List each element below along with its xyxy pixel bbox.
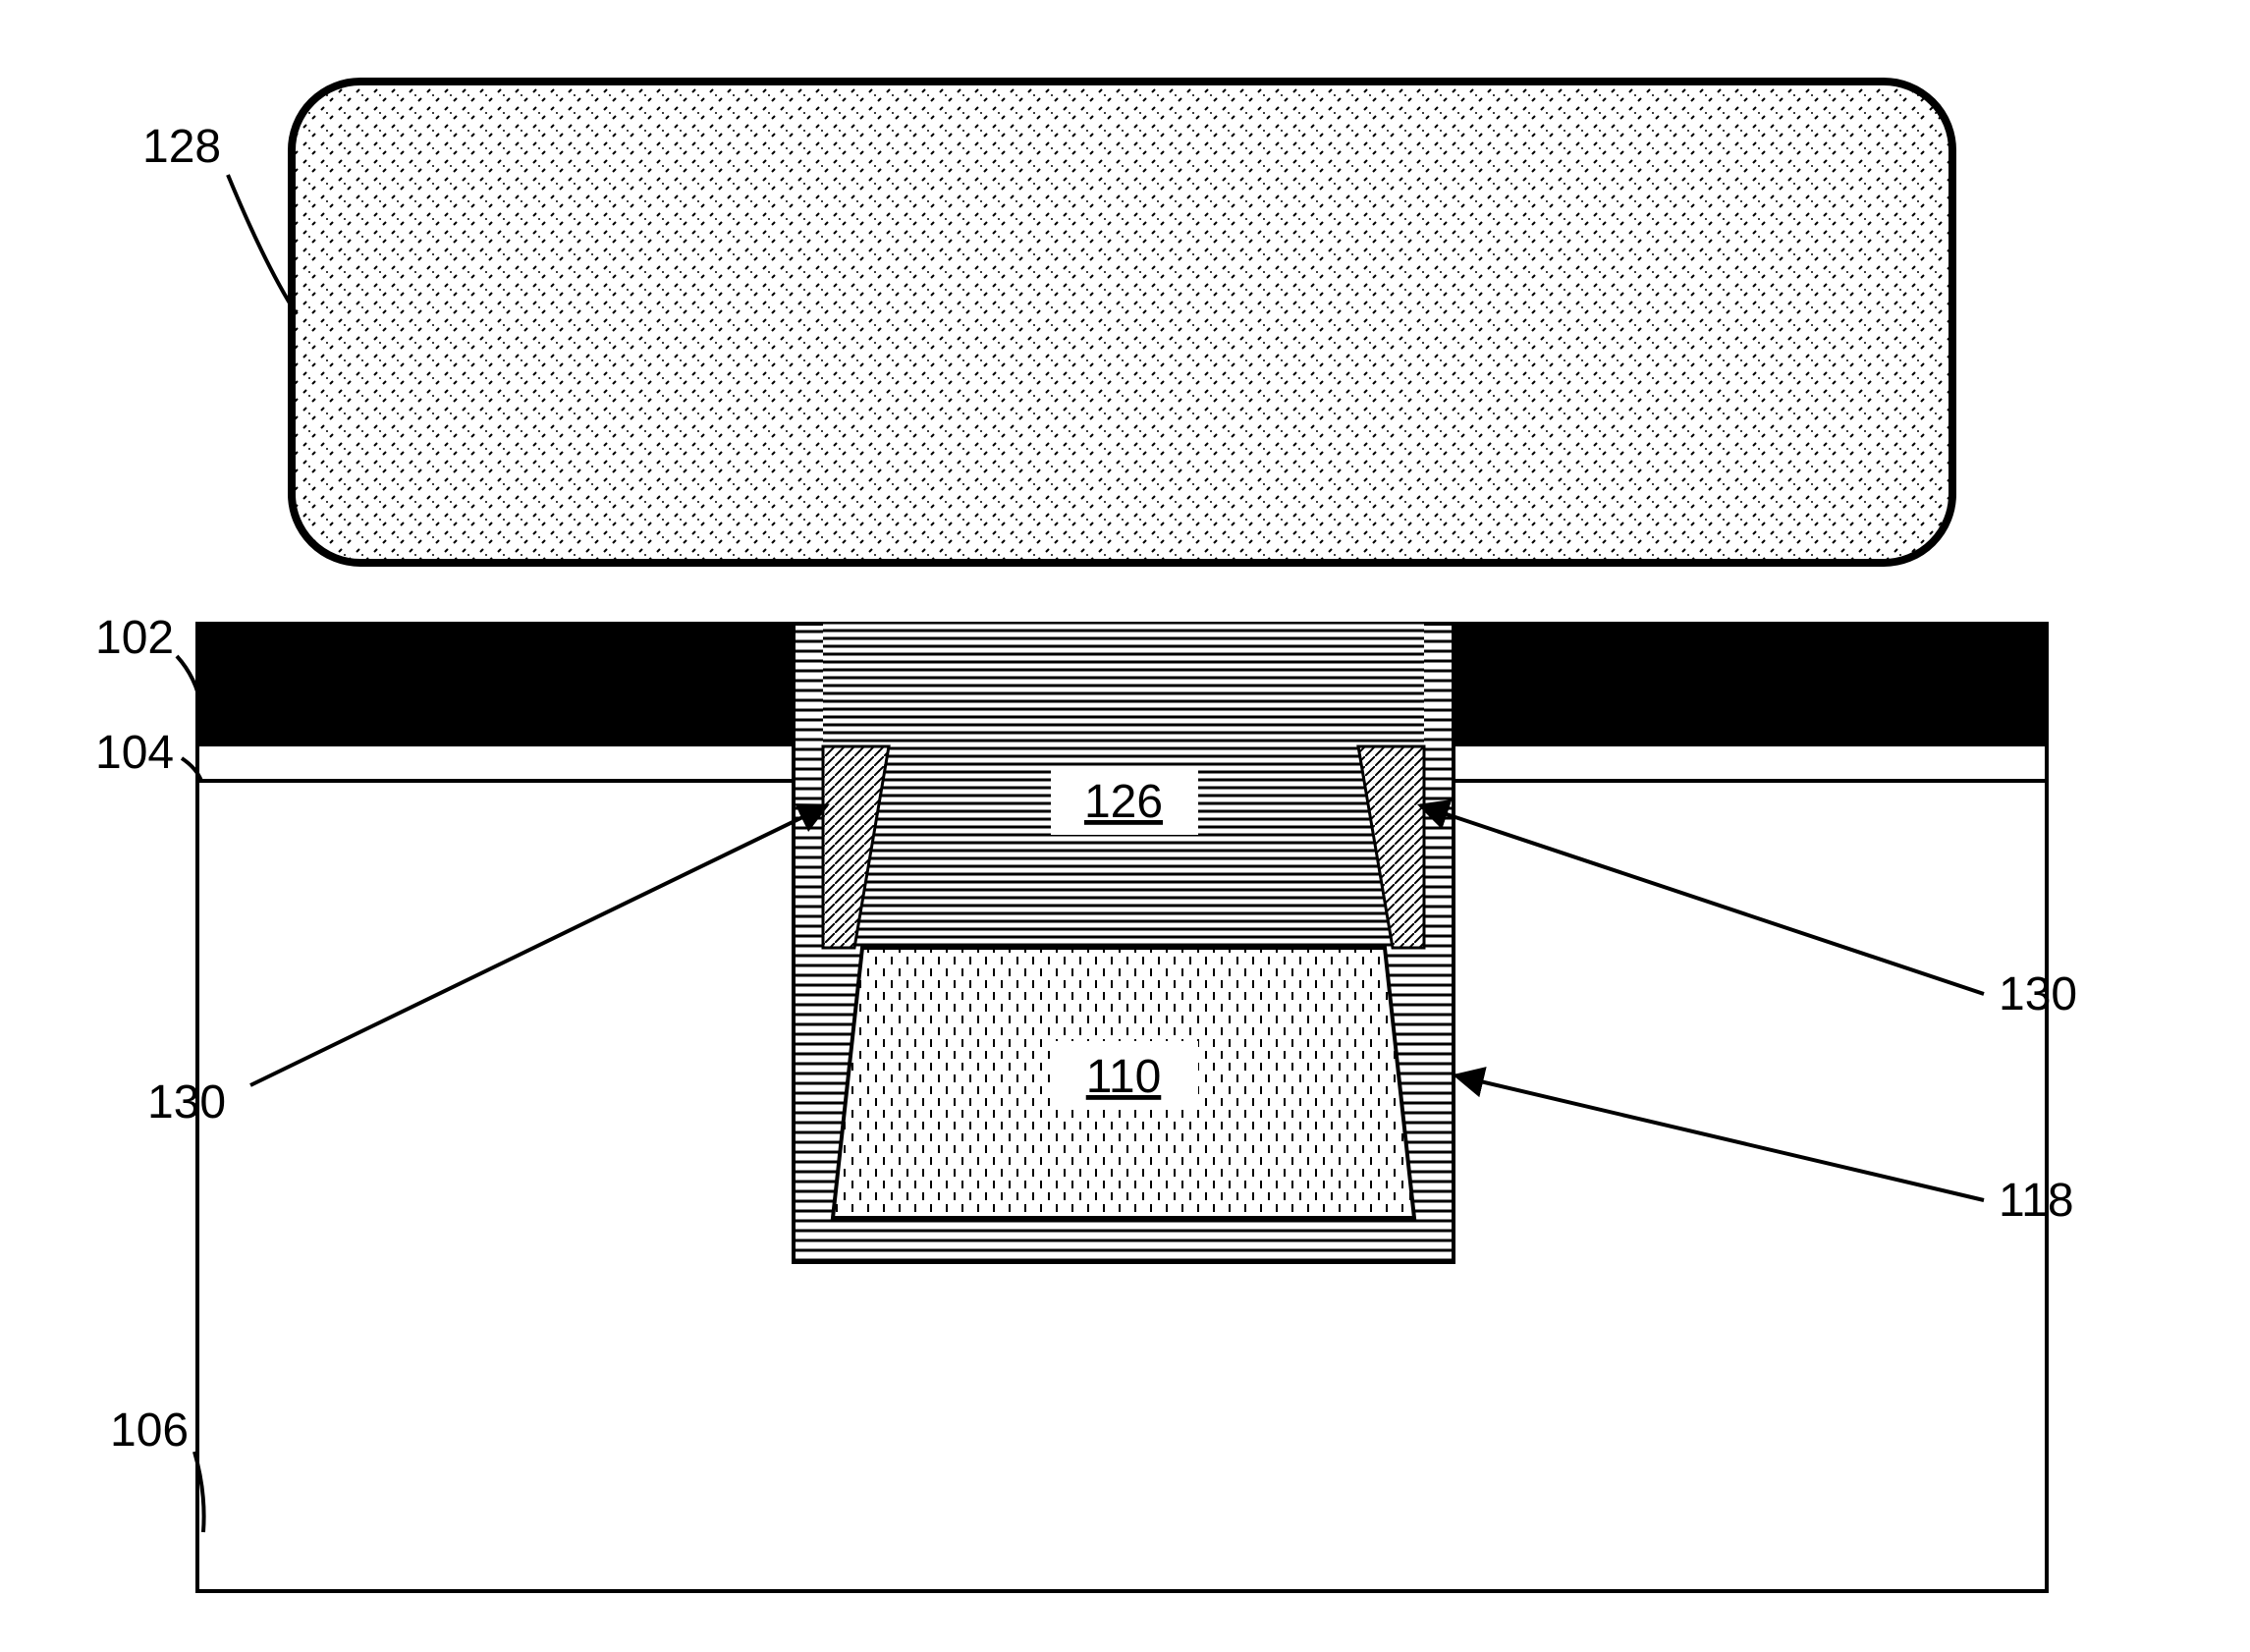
tail-128 <box>228 175 297 314</box>
label-126: 126 <box>1084 776 1163 828</box>
layer-102-right <box>1454 624 2047 746</box>
label-128: 128 <box>142 121 221 173</box>
label-118: 118 <box>1999 1175 2074 1227</box>
label-102: 102 <box>95 612 174 664</box>
label-104: 104 <box>95 727 174 779</box>
label-130-right: 130 <box>1999 968 2077 1020</box>
label-130-left: 130 <box>147 1076 226 1129</box>
figure-svg: 126 110 128 102 104 106 130 130 118 <box>0 0 2250 1652</box>
layer-102-left <box>197 624 794 746</box>
label-106: 106 <box>110 1404 189 1457</box>
region-128 <box>292 82 1952 563</box>
label-110: 110 <box>1086 1051 1162 1103</box>
